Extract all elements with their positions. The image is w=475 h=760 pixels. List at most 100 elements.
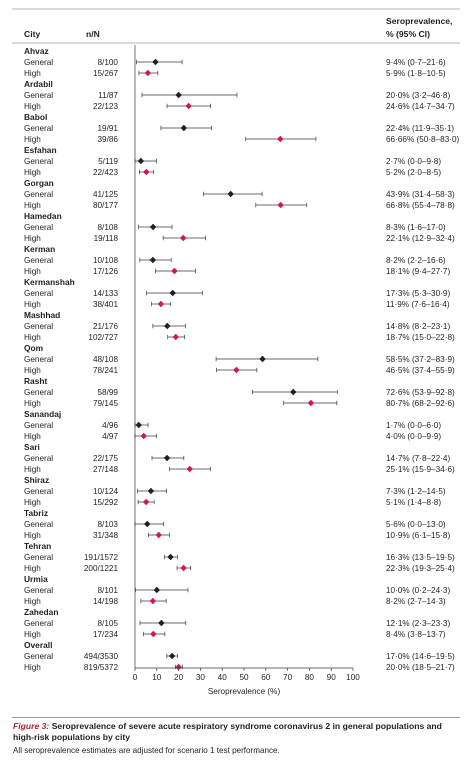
estimate-label: 46·5% (37·4–55·9) xyxy=(386,366,455,375)
n-over-n-value: 8/105 xyxy=(98,619,119,628)
group-label: High xyxy=(24,630,41,639)
estimate-label: 58·5% (37·2–83·9) xyxy=(386,355,455,364)
n-over-n-value: 17/234 xyxy=(93,630,118,639)
estimate-label: 9·4% (0·7–21·6) xyxy=(386,58,446,67)
general-diamond-marker-icon xyxy=(135,421,142,429)
n-over-n-value: 21/176 xyxy=(93,322,118,331)
x-tick-label: 50 xyxy=(239,673,249,682)
n-over-n-value: 102/727 xyxy=(88,333,118,342)
estimate-label: 5·2% (2·0–8·5) xyxy=(386,168,441,177)
estimate-label: 8·2% (2·7–14·3) xyxy=(386,597,446,606)
high-risk-diamond-marker-icon xyxy=(186,465,193,473)
estimate-label: 22·3% (19·3–25·4) xyxy=(386,564,455,573)
n-over-n-value: 5/119 xyxy=(98,157,118,166)
n-over-n-value: 8/103 xyxy=(98,520,119,529)
general-diamond-marker-icon xyxy=(169,289,176,297)
city-group: Babol General 19/91 22·4% (11·9–35·1) High 39… xyxy=(24,112,460,144)
estimate-label: 5·6% (0·0–13·0) xyxy=(386,520,446,529)
group-label: General xyxy=(24,421,53,430)
estimate-label: 7·3% (1·2–14·5) xyxy=(386,487,446,496)
estimate-label: 16·3% (13·5–19·5) xyxy=(386,553,455,562)
city-group: Ahvaz General 8/100 9·4% (0·7–21·6) High 15/2… xyxy=(24,46,446,78)
general-diamond-marker-icon xyxy=(149,256,157,264)
high-risk-diamond-marker-icon xyxy=(149,597,157,605)
estimate-label: 66·66% (50·8–83·0) xyxy=(386,135,460,144)
high-risk-diamond-marker-icon xyxy=(143,168,150,176)
city-name: Overall xyxy=(24,640,52,650)
estimate-label: 2·7% (0·0–9·8) xyxy=(386,157,441,166)
n-over-n-value: 22/123 xyxy=(93,102,118,111)
n-over-n-value: 15/292 xyxy=(93,498,118,507)
city-group: Hamedan General 8/108 8·3% (1·6–17·0) High 19… xyxy=(24,211,455,243)
x-tick-label: 90 xyxy=(327,673,337,682)
group-label: High xyxy=(24,597,41,606)
n-over-n-value: 19/118 xyxy=(94,234,119,243)
city-name: Sanandaj xyxy=(24,409,61,419)
city-name: Hamedan xyxy=(24,211,62,221)
group-label: General xyxy=(24,322,53,331)
general-diamond-marker-icon xyxy=(290,388,297,396)
n-over-n-value: 191/1572 xyxy=(84,553,119,562)
x-tick-label: 60 xyxy=(261,673,271,682)
group-label: General xyxy=(24,91,53,100)
group-label: High xyxy=(24,498,41,507)
estimate-label: 80·7% (68·2–92·6) xyxy=(386,399,455,408)
city-name: Babol xyxy=(24,112,47,122)
estimate-label: 18·1% (9·4–27·7) xyxy=(386,267,450,276)
city-name: Kermanshah xyxy=(24,277,75,287)
general-diamond-marker-icon xyxy=(163,454,171,462)
group-label: General xyxy=(24,388,53,397)
group-label: General xyxy=(24,487,53,496)
city-name: Kerman xyxy=(24,244,55,254)
estimate-label: 1·7% (0·0–6·0) xyxy=(386,421,441,430)
group-label: General xyxy=(24,223,53,232)
general-diamond-marker-icon xyxy=(164,322,171,330)
n-over-n-value: 8/100 xyxy=(98,58,119,67)
city-name: Ardabil xyxy=(24,79,53,89)
city-name: Rasht xyxy=(24,376,47,386)
city-group: Rasht General 58/99 72·6% (53·9–92·8) High 79… xyxy=(24,376,455,408)
n-over-n-value: 4/96 xyxy=(102,421,118,430)
group-label: High xyxy=(24,432,41,441)
group-label: General xyxy=(24,586,53,595)
group-label: High xyxy=(24,201,41,210)
x-tick-label: 20 xyxy=(174,673,184,682)
group-label: High xyxy=(24,102,41,111)
city-name: Gorgan xyxy=(24,178,54,188)
estimate-label: 43·9% (31·4–58·3) xyxy=(386,190,455,199)
estimate-label: 18·7% (15·0–22·8) xyxy=(386,333,455,342)
estimate-label: 14·8% (8·2–23·1) xyxy=(386,322,450,331)
city-name: Tehran xyxy=(24,541,51,551)
group-label: High xyxy=(24,168,41,177)
city-name: Mashhad xyxy=(24,310,60,320)
general-diamond-marker-icon xyxy=(259,355,266,363)
high-risk-diamond-marker-icon xyxy=(155,531,162,539)
estimate-label: 17·0% (14·6–19·5) xyxy=(386,652,455,661)
n-over-n-value: 11/87 xyxy=(98,91,118,100)
n-over-n-value: 27/148 xyxy=(93,465,118,474)
estimate-label: 66·8% (55·4–78·8) xyxy=(386,201,455,210)
city-group: Sanandaj General 4/96 1·7% (0·0–6·0) High 4/9… xyxy=(24,409,441,441)
x-axis: 0 10 20 30 40 50 60 70 80 90 100 Seroprevalence (%) xyxy=(133,45,360,696)
city-group: Gorgan General 41/125 43·9% (31·4–58·3) High… xyxy=(24,178,455,210)
city-group: Ardabil General 11/87 20·0% (3·2–46·8) High 2… xyxy=(24,79,455,111)
city-name: Qom xyxy=(24,343,43,353)
high-risk-diamond-marker-icon xyxy=(307,399,315,407)
figure-title: Seroprevalence of severe acute respirato… xyxy=(13,721,442,742)
group-label: High xyxy=(24,69,41,78)
high-risk-diamond-marker-icon xyxy=(277,201,284,209)
n-over-n-value: 22/423 xyxy=(93,168,118,177)
group-label: High xyxy=(24,465,41,474)
city-name: Esfahan xyxy=(24,145,57,155)
n-over-n-value: 58/99 xyxy=(98,388,119,397)
x-tick-label: 100 xyxy=(346,673,360,682)
x-tick-label: 40 xyxy=(218,673,228,682)
high-risk-diamond-marker-icon xyxy=(185,102,192,110)
group-label: High xyxy=(24,135,41,144)
high-risk-diamond-marker-icon xyxy=(172,333,179,341)
high-risk-diamond-marker-icon xyxy=(171,267,178,275)
figure-label: Figure 3: xyxy=(13,721,50,731)
header-n-over-n: n/N xyxy=(86,29,100,39)
city-group: Mashhad General 21/176 14·8% (8·2–23·1) High… xyxy=(24,310,455,342)
city-name: Sari xyxy=(24,442,40,452)
